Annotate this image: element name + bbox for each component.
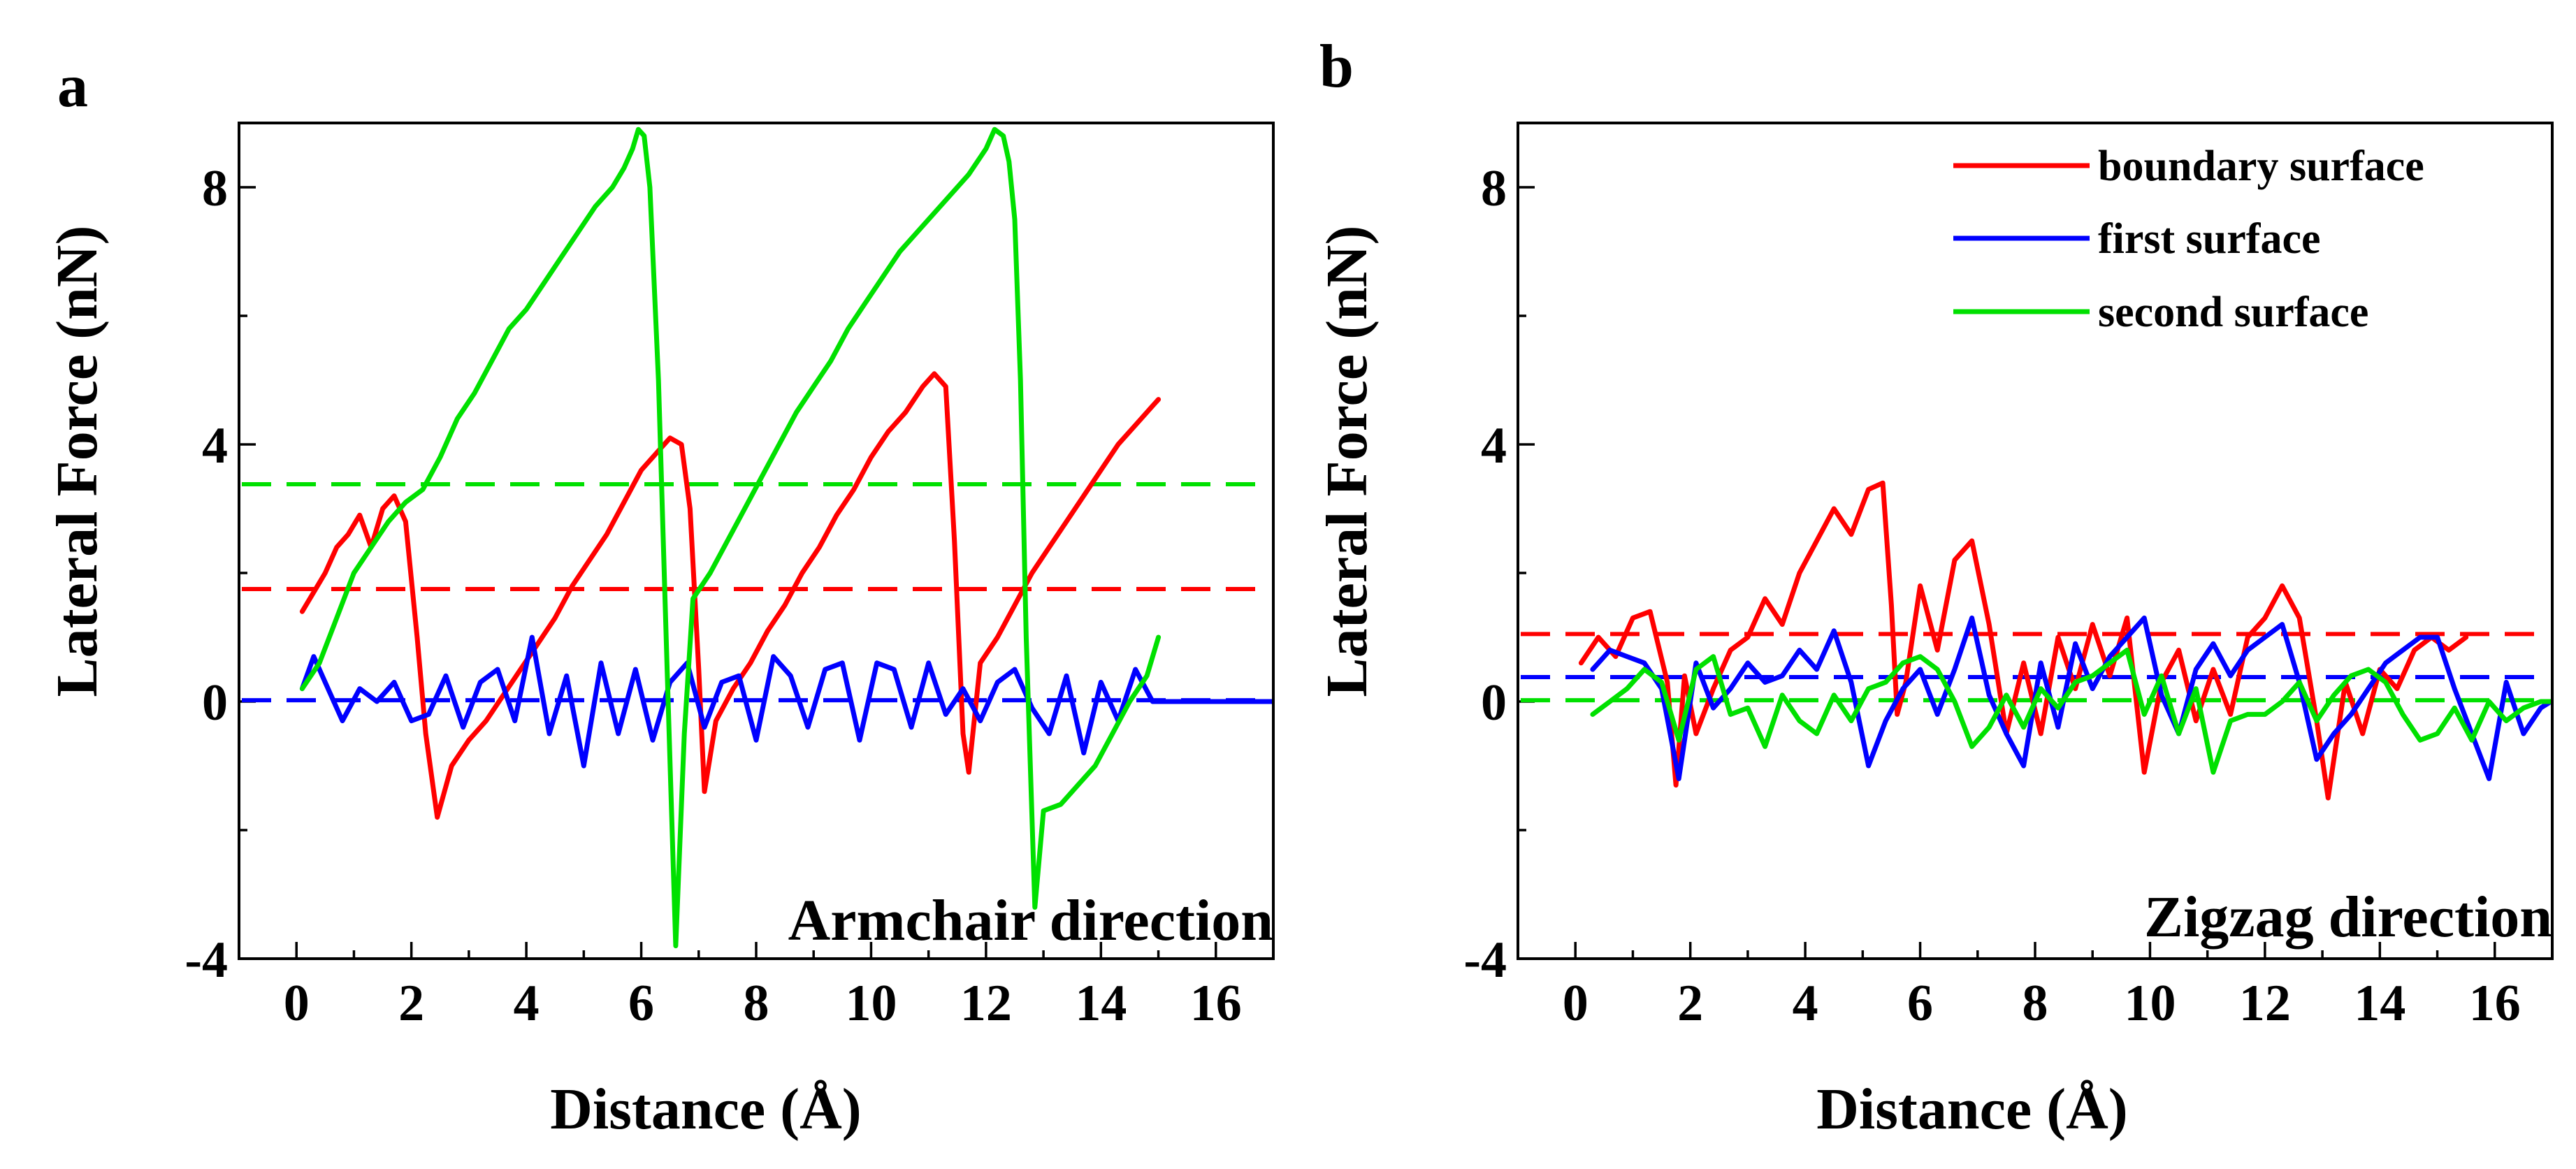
panel-a: a Lateral Force (nN) Distance (Å) 0 2 4 6 8 1… <box>45 52 1275 1142</box>
panel-a-annotation: Armchair direction <box>788 888 1273 953</box>
y-tick-label: 4 <box>1481 417 1507 474</box>
series-line-boundary-surface <box>299 371 1162 820</box>
x-tick-label: 12 <box>960 975 1012 1032</box>
y-tick-label: 4 <box>202 417 228 474</box>
y-tick-label: 8 <box>1481 160 1507 217</box>
panel-a-x-axis-label: Distance (Å) <box>550 1077 862 1142</box>
y-tick-label: 0 <box>202 674 228 732</box>
series-line-first-surface <box>1590 615 2554 781</box>
x-tick-label: 8 <box>2023 975 2048 1032</box>
x-tick-label: 10 <box>845 975 897 1032</box>
series-line-second-surface <box>299 126 1162 949</box>
x-tick-label: 4 <box>514 975 540 1032</box>
legend-label-first-surface: first surface <box>2098 215 2320 263</box>
panel-a-series <box>299 126 1275 949</box>
panel-a-letter: a <box>57 52 88 120</box>
panel-b-letter: b <box>1319 33 1354 101</box>
x-tick-label: 0 <box>284 975 310 1032</box>
x-tick-label: 2 <box>398 975 424 1032</box>
x-tick-label: 8 <box>744 975 769 1032</box>
x-tick-label: 2 <box>1677 975 1703 1032</box>
x-tick-label: 4 <box>1793 975 1818 1032</box>
legend: boundary surface first surface second su… <box>1953 143 2424 336</box>
panel-b-y-axis-label: Lateral Force (nN) <box>1315 226 1380 697</box>
x-tick-label: 16 <box>2469 975 2521 1032</box>
x-tick-label: 10 <box>2124 975 2176 1032</box>
series-line-first-surface <box>299 634 1275 769</box>
y-tick-label: 0 <box>1481 674 1507 732</box>
panel-b-tick-labels: 0 2 4 6 8 10 12 14 16 -4 0 4 8 <box>1463 160 2520 1032</box>
panel-a-y-axis-label: Lateral Force (nN) <box>45 226 110 697</box>
x-tick-label: 6 <box>1907 975 1933 1032</box>
panel-a-ticks <box>238 186 1275 960</box>
y-tick-label: 8 <box>202 160 228 217</box>
x-tick-label: 14 <box>1075 975 1127 1032</box>
y-tick-label: -4 <box>1463 931 1507 989</box>
panel-a-plot-frame <box>238 122 1275 960</box>
legend-label-boundary-surface: boundary surface <box>2098 143 2424 190</box>
y-tick-label: -4 <box>184 931 228 989</box>
panel-a-tick-labels: 0 2 4 6 8 10 12 14 16 -4 0 4 8 <box>184 160 1241 1032</box>
series-line-second-surface <box>1590 647 2554 775</box>
panel-b-series <box>1578 480 2554 801</box>
x-tick-label: 12 <box>2239 975 2291 1032</box>
panel-b-x-axis-label: Distance (Å) <box>1816 1077 2128 1142</box>
legend-label-second-surface: second surface <box>2098 289 2368 336</box>
panel-b-ticks <box>1517 186 2554 960</box>
panel-b-plot-frame <box>1517 122 2554 960</box>
x-tick-label: 16 <box>1190 975 1242 1032</box>
panel-b: b Lateral Force (nN) Distance (Å) 0 2 4 6 8 1… <box>1315 33 2554 1142</box>
x-tick-label: 0 <box>1563 975 1589 1032</box>
x-tick-label: 6 <box>628 975 654 1032</box>
series-line-boundary-surface <box>1578 480 2469 801</box>
panel-b-annotation: Zigzag direction <box>2144 885 2552 950</box>
x-tick-label: 14 <box>2354 975 2405 1032</box>
panel-a-mean-lines <box>242 482 1271 703</box>
